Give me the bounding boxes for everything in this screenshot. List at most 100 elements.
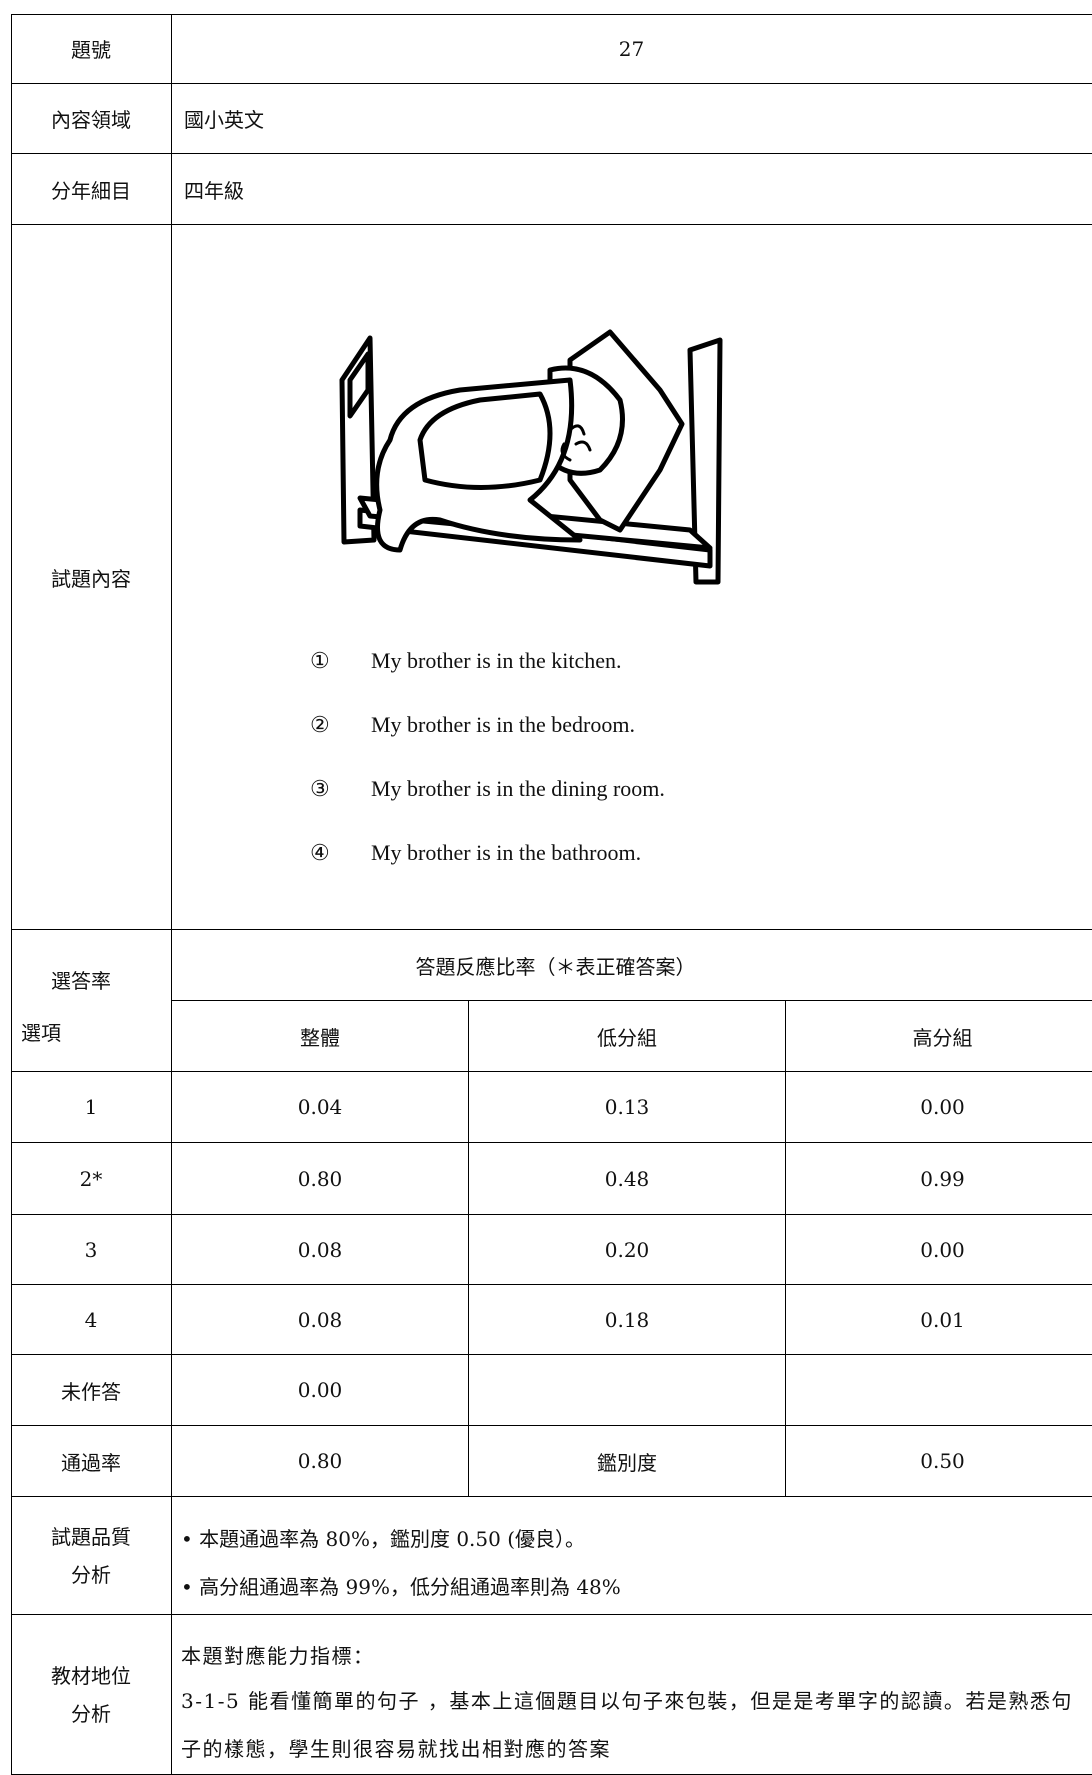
value-cell-text: 0.00 xyxy=(297,1378,343,1402)
value: 國小英文 xyxy=(184,108,264,132)
label-cell: 內容領域 xyxy=(11,84,172,154)
option-text: My brother is in the bathroom. xyxy=(371,840,641,866)
option-cell-text: 未作答 xyxy=(61,1379,121,1404)
label-cell: 題號 xyxy=(11,14,172,84)
value-cell: 國小英文 xyxy=(172,84,1092,154)
option-marker: ② xyxy=(310,712,330,738)
value-cell-text: 0.00 xyxy=(920,1237,965,1262)
option-text: My brother is in the bedroom. xyxy=(371,712,635,738)
column-header: 高分組 xyxy=(786,1001,1092,1072)
option-cell: 2* xyxy=(11,1143,172,1215)
option-cell-text: 4 xyxy=(84,1307,98,1332)
corner-bottom: 選項 xyxy=(21,1021,61,1045)
pass-cell: 通過率 xyxy=(11,1426,172,1497)
label: 題號 xyxy=(71,38,111,62)
label: 試題品質 xyxy=(51,1524,131,1549)
option-text: My brother is in the dining room. xyxy=(371,776,665,802)
bullet: • 高分組通過率為 99%，低分組通過率則為 48% xyxy=(181,1575,621,1599)
column-header: 整體 xyxy=(172,1001,469,1072)
label: 分析 xyxy=(71,1701,111,1726)
value-cell-text: 0.13 xyxy=(604,1095,650,1119)
label: 內容領域 xyxy=(51,108,131,132)
column-header: 低分組 xyxy=(469,1001,786,1072)
value-cell: 27 xyxy=(172,14,1092,84)
content-cell xyxy=(172,225,1092,930)
label: 教材地位 xyxy=(51,1663,131,1688)
option-text-text: My brother is in the bedroom. xyxy=(371,712,635,737)
pass-cell-text: 通過率 xyxy=(61,1450,121,1475)
value-cell: 0.04 xyxy=(172,1072,469,1143)
value-cell: 0.08 xyxy=(172,1285,469,1355)
value-cell-text: 0.08 xyxy=(297,1237,343,1262)
position-heading: 本題對應能力指標： xyxy=(181,1644,375,1668)
option-cell: 3 xyxy=(11,1215,172,1285)
value-cell: 0.20 xyxy=(469,1215,786,1285)
value-cell-text: 0.80 xyxy=(297,1166,343,1191)
value-cell: 0.18 xyxy=(469,1285,786,1355)
pass-cell: 0.50 xyxy=(786,1426,1092,1497)
pass-cell-text: 0.80 xyxy=(297,1449,343,1473)
value: 27 xyxy=(618,36,645,61)
label-cell: 分年細目 xyxy=(11,154,172,225)
value-cell: 0.00 xyxy=(172,1355,469,1426)
position-text: 3-1-5 能看懂簡單的句子 ，基本上這個題目以句子來包裝，但是是考單字的認讀。… xyxy=(181,1689,1073,1761)
bullet-text: 本題通過率為 80%，鑑別度 0.50 (優良）。 xyxy=(199,1527,586,1551)
pass-cell-text: 0.50 xyxy=(920,1449,965,1473)
value-cell-text: 0.00 xyxy=(920,1095,965,1119)
column-header-text: 整體 xyxy=(300,1025,340,1050)
value-cell: 0.01 xyxy=(786,1285,1092,1355)
option-cell-text: 3 xyxy=(84,1237,98,1262)
value-cell-text: 0.18 xyxy=(604,1307,650,1332)
value-cell: 0.00 xyxy=(786,1072,1092,1143)
bullet: • 本題通過率為 80%，鑑別度 0.50 (優良）。 xyxy=(181,1527,586,1551)
bed-illustration xyxy=(339,329,723,585)
value-cell-text: 0.04 xyxy=(297,1095,343,1119)
column-header-text: 低分組 xyxy=(597,1025,657,1050)
option-text: My brother is in the kitchen. xyxy=(371,648,622,674)
table-frame xyxy=(11,14,1092,1775)
response-title-cell: 答題反應比率（＊表正確答案） xyxy=(172,930,1092,1001)
label: 分年細目 xyxy=(51,178,131,203)
value-cell-text: 0.99 xyxy=(920,1166,965,1191)
value-cell-text: 0.01 xyxy=(920,1307,965,1332)
option-marker: ③ xyxy=(310,776,330,802)
quality-cell xyxy=(172,1497,1092,1615)
label: 試題內容 xyxy=(51,566,131,591)
option-marker-text: ④ xyxy=(310,840,330,865)
option-cell-text: 1 xyxy=(84,1095,98,1119)
corner-top: 選答率 xyxy=(51,969,111,993)
option-marker: ④ xyxy=(310,840,330,866)
option-text-text: My brother is in the dining room. xyxy=(371,776,665,801)
label-cell: 試題品質 分析 xyxy=(11,1497,172,1615)
value: 四年級 xyxy=(184,178,244,203)
label-cell: 試題內容 xyxy=(11,225,172,930)
value-cell: 0.80 xyxy=(172,1143,469,1215)
corner-cell: 選答率 選項 xyxy=(11,930,172,1072)
option-cell-text: 2* xyxy=(79,1166,103,1191)
label-cell: 教材地位 分析 xyxy=(11,1615,172,1775)
value-cell: 0.13 xyxy=(469,1072,786,1143)
option-cell: 未作答 xyxy=(11,1355,172,1426)
response-title: 答題反應比率（＊表正確答案） xyxy=(415,954,696,979)
option-marker: ① xyxy=(310,648,330,674)
value-cell xyxy=(469,1355,786,1426)
option-marker-text: ① xyxy=(310,648,330,673)
value-cell: 0.00 xyxy=(786,1215,1092,1285)
value-cell: 0.08 xyxy=(172,1215,469,1285)
option-text-text: My brother is in the bathroom. xyxy=(371,840,642,865)
value-cell xyxy=(786,1355,1092,1426)
bullet-text: 高分組通過率為 99%，低分組通過率則為 48% xyxy=(199,1575,621,1599)
value-cell-text: 0.48 xyxy=(604,1166,650,1191)
option-cell: 1 xyxy=(11,1072,172,1143)
option-cell: 4 xyxy=(11,1285,172,1355)
pass-cell-text: 鑑別度 xyxy=(597,1450,657,1475)
label: 分析 xyxy=(71,1562,111,1587)
pass-cell: 0.80 xyxy=(172,1426,469,1497)
value-cell: 四年級 xyxy=(172,154,1092,225)
option-text-text: My brother is in the kitchen. xyxy=(371,648,622,673)
value-cell-text: 0.20 xyxy=(604,1237,650,1262)
column-header-text: 高分組 xyxy=(912,1025,973,1050)
value-cell: 0.99 xyxy=(786,1143,1092,1215)
pass-cell: 鑑別度 xyxy=(469,1426,786,1497)
